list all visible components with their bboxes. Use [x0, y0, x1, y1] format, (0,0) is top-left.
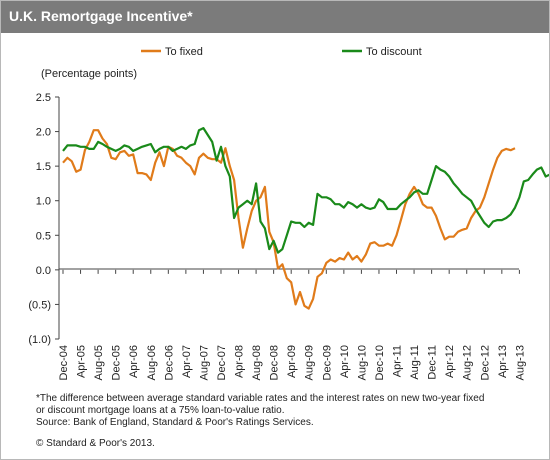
x-tick-label: Aug-06	[146, 345, 158, 380]
x-tick-label: Apr-05	[76, 345, 88, 378]
series-line-to-fixed	[62, 129, 516, 310]
x-tick-label: Dec-09	[321, 345, 333, 380]
y-tick-label: 2.5	[36, 92, 51, 104]
x-tick-label: Dec-07	[216, 345, 228, 380]
x-tick-label: Aug-05	[93, 345, 105, 380]
x-tick-label: Dec-06	[163, 345, 175, 380]
x-tick-label: Dec-08	[269, 345, 281, 380]
x-tick-label: Dec-12	[479, 345, 491, 380]
x-tick-label: Apr-12	[444, 345, 456, 378]
y-tick-label: 0.5	[36, 230, 51, 242]
x-tick-label: Apr-10	[339, 345, 351, 378]
x-tick-label: Aug-08	[251, 345, 263, 380]
y-axis-ticks: 2.5 2.0 1.5 1.0 0.5 0.0 (0.5) (1.0)	[28, 92, 59, 346]
x-axis-tick-labels: Dec-04 Apr-05 Aug-05 Dec-05 Apr-06 Aug-06 Dec-…	[58, 345, 526, 380]
y-tick-label: 1.5	[36, 161, 51, 173]
x-tick-label: Apr-09	[286, 345, 298, 378]
x-axis-ticks	[62, 269, 520, 274]
x-tick-label: Dec-05	[111, 345, 123, 380]
legend: To fixed To discount	[141, 46, 422, 58]
x-tick-label: Dec-04	[58, 345, 70, 380]
x-tick-label: Aug-07	[198, 345, 210, 380]
title-bar: U.K. Remortgage Incentive*	[1, 1, 549, 33]
y-tick-label: (0.5)	[28, 299, 51, 311]
y-tick-label: 2.0	[36, 127, 51, 139]
series-lines	[62, 126, 549, 310]
x-tick-label: Aug-10	[356, 345, 368, 380]
source-note: Source: Bank of England, Standard & Poor…	[36, 417, 314, 428]
y-tick-label: 1.0	[36, 196, 51, 208]
y-tick-label: 0.0	[36, 265, 51, 277]
series-line-to-discount	[62, 126, 549, 254]
x-tick-label: Apr-07	[181, 345, 193, 378]
footnote-line-1: *The difference between average standard…	[36, 393, 485, 404]
line-chart: To fixed To discount (Percentage points)…	[28, 46, 549, 380]
x-tick-label: Aug-13	[514, 345, 526, 380]
x-tick-label: Dec-11	[427, 345, 439, 380]
x-tick-label: Apr-11	[392, 345, 404, 377]
y-axis-label: (Percentage points)	[41, 68, 137, 80]
x-tick-label: Apr-13	[497, 345, 509, 378]
chart-title: U.K. Remortgage Incentive*	[9, 8, 193, 24]
x-tick-label: Apr-06	[128, 345, 140, 378]
footnote-line-2: or discount mortgage loans at a 75% loan…	[36, 405, 285, 416]
x-tick-label: Aug-09	[304, 345, 316, 380]
legend-label-to-discount: To discount	[366, 46, 422, 58]
x-tick-label: Aug-11	[409, 345, 421, 380]
copyright-note: © Standard & Poor's 2013.	[36, 438, 155, 449]
x-tick-label: Dec-10	[374, 345, 386, 380]
x-tick-label: Aug-12	[462, 345, 474, 380]
x-tick-label: Apr-08	[234, 345, 246, 378]
legend-label-to-fixed: To fixed	[165, 46, 203, 58]
y-tick-label: (1.0)	[28, 334, 51, 346]
